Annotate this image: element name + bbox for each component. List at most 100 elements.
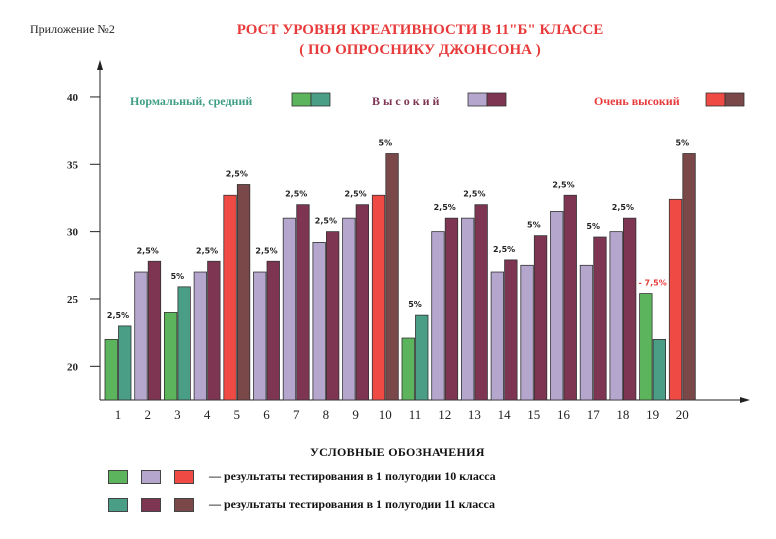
bar-20-series-2 [682,153,696,401]
legend-swatch-very-10 [174,469,194,484]
bar-4-series-1 [193,271,208,401]
data-label-5: 2,5% [226,169,248,178]
data-label-6: 2,5% [255,246,277,255]
bar-9-series-2 [355,204,370,401]
level-swatch-very-11 [724,92,745,107]
level-swatch-normal-10 [291,92,312,107]
y-tick-label: 20 [67,361,79,373]
bar-13-series-1 [460,217,475,401]
x-tick-label-12: 12 [438,407,451,422]
x-tick-label-6: 6 [263,407,270,422]
legend-swatch-high-10 [141,469,161,484]
legend-swatch-very-11 [174,497,194,512]
data-label-3: 5% [171,272,185,281]
legend-text-11-class: — результаты тестирования в 1 полугодии … [209,497,496,511]
y-tick-label: 25 [67,294,79,306]
data-label-20: 5% [676,139,690,148]
bar-4-series-2 [207,260,221,401]
x-tick-label-18: 18 [616,407,629,422]
x-tick-label-4: 4 [204,407,211,422]
x-tick-label-14: 14 [498,407,512,422]
bar-5-series-2 [236,184,251,401]
bar-6-series-1 [253,271,267,401]
bar-16-series-2 [563,194,577,401]
bar-7-series-1 [282,217,297,401]
data-label-10: 5% [379,139,393,148]
level-swatch-normal-11 [310,92,331,107]
data-label-12: 2,5% [434,203,456,212]
x-tick-label-2: 2 [144,407,151,422]
bar-11-series-2 [415,314,429,401]
x-tick-label-10: 10 [379,407,392,422]
data-label-17: 5% [586,222,600,231]
bar-13-series-2 [474,204,488,401]
bar-12-series-1 [431,231,445,401]
x-tick-label-17: 17 [587,407,601,422]
legend-title: УСЛОВНЫЕ ОБОЗНАЧЕНИЯ [310,445,485,459]
bar-5-series-1 [223,194,237,401]
data-label-14: 2,5% [493,245,515,254]
x-tick-label-11: 11 [409,407,422,422]
bar-1-series-1 [104,338,118,401]
data-label-2: 2,5% [137,246,159,255]
bar-3-series-1 [163,312,178,401]
bar-18-series-2 [623,217,637,401]
bar-10-series-2 [385,153,399,401]
x-tick-label-5: 5 [234,407,241,422]
x-tick-label-13: 13 [468,407,481,422]
bar-15-series-2 [533,235,548,401]
x-tick-label-19: 19 [646,407,659,422]
x-tick-label-20: 20 [676,407,689,422]
x-tick-label-7: 7 [293,407,300,422]
bar-11-series-1 [401,337,415,401]
bar-2-series-2 [147,260,162,401]
data-label-16: 2,5% [552,180,574,189]
bar-18-series-1 [609,231,623,401]
legend-row-11-class: — результаты тестирования в 1 полугодии … [108,497,495,512]
y-tick-label: 40 [67,92,79,104]
chart-subtitle: ( ПО ОПРОСНИКУ ДЖОНСОНА ) [299,42,541,58]
bar-2-series-1 [134,271,148,401]
legend-swatch-normal-10 [108,469,128,484]
appendix-label: Приложение №2 [30,22,115,36]
legend-swatch-normal-11 [108,497,128,512]
bar-17-series-1 [579,264,594,401]
data-label-7: 2,5% [285,190,307,199]
bar-17-series-2 [593,236,607,401]
x-tick-label-3: 3 [174,407,181,422]
bar-10-series-1 [371,194,386,401]
bar-9-series-1 [342,217,356,401]
x-axis-arrow [740,397,750,403]
data-label-4: 2,5% [196,246,218,255]
bar-14-series-1 [490,271,505,401]
level-label-normal: Нормальный, средний [130,94,252,108]
data-label-1: 2,5% [107,311,129,320]
y-tick-label: 35 [67,159,79,171]
bar-8-series-2 [325,231,340,401]
legend-swatch-high-11 [141,497,161,512]
x-tick-label-16: 16 [557,407,571,422]
bar-16-series-1 [550,211,564,401]
data-label-11: 5% [408,300,422,309]
chart-title: РОСТ УРОВНЯ КРЕАТИВНОСТИ В 11"Б" КЛАССЕ [236,22,604,38]
bar-14-series-2 [504,259,518,401]
legend-text-10-class: — результаты тестирования в 1 полугодии … [209,469,496,483]
bar-1-series-2 [118,325,132,401]
level-swatch-high-11 [486,92,507,107]
bar-19-series-1 [639,293,653,401]
bar-15-series-1 [520,264,534,401]
level-swatch-very-10 [705,92,726,107]
x-tick-label-1: 1 [115,407,122,422]
bar-6-series-2 [266,260,280,401]
y-tick-label: 30 [67,227,79,239]
bar-20-series-1 [668,198,683,401]
level-label-high: В ы с о к и й [372,94,440,108]
y-axis-arrow [97,60,103,70]
data-label-13: 2,5% [463,190,485,199]
bar-3-series-2 [177,286,191,401]
data-label-8: 2,5% [315,217,337,226]
data-label-9: 2,5% [345,190,367,199]
data-label-19: - 7,5% [638,279,666,288]
data-label-15: 5% [527,221,541,230]
